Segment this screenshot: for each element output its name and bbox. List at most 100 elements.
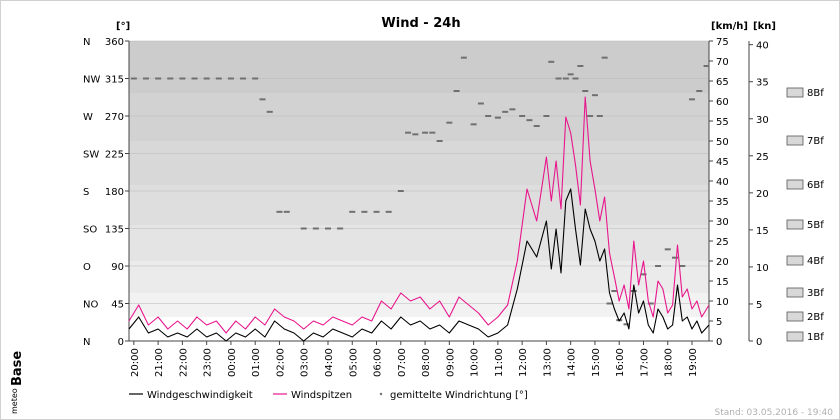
- beaufort-swatch-4Bf: [786, 255, 804, 266]
- kmh-label-13: 65: [716, 77, 729, 88]
- direction-value-8: 360: [105, 37, 124, 48]
- kmh-label-8: 40: [716, 177, 729, 188]
- direction-point-42: [548, 60, 555, 63]
- x-label-1: 21:00: [154, 348, 165, 377]
- direction-point-61: [664, 248, 671, 251]
- kn-label-5: 25: [756, 152, 769, 163]
- direction-point-9: [240, 77, 247, 80]
- kn-label-3: 15: [756, 226, 769, 237]
- right-axis-unit-kmh: [km/h]: [711, 21, 748, 32]
- x-label-3: 23:00: [203, 348, 214, 377]
- direction-point-24: [405, 131, 412, 134]
- kmh-label-4: 20: [716, 257, 729, 268]
- series-line-gust: [128, 96, 710, 334]
- direction-point-23: [397, 190, 404, 192]
- direction-point-27: [429, 131, 436, 134]
- direction-point-8: [227, 77, 234, 80]
- x-label-6: 02:00: [275, 348, 286, 377]
- direction-point-4: [179, 77, 186, 80]
- direction-label-6: W: [83, 112, 93, 123]
- direction-point-37: [509, 108, 516, 111]
- direction-point-49: [587, 115, 594, 117]
- direction-point-19: [349, 210, 356, 213]
- kn-label-6: 30: [756, 115, 769, 126]
- beaufort-legend: 1Bf 2Bf 3Bf 4Bf 5Bf 6Bf 7Bf 8Bf: [786, 87, 824, 343]
- brand-small-text: meteo: [10, 388, 19, 414]
- direction-point-56: [623, 323, 630, 326]
- beaufort-swatch-6Bf: [786, 179, 804, 190]
- direction-point-43: [555, 77, 562, 80]
- direction-point-45: [567, 73, 574, 76]
- direction-point-51: [596, 115, 603, 117]
- direction-point-41: [543, 115, 550, 117]
- direction-label-7: NW: [83, 75, 100, 86]
- direction-label-1: NO: [83, 300, 98, 311]
- direction-point-54: [611, 290, 618, 292]
- x-label-15: 11:00: [494, 348, 505, 377]
- direction-point-17: [324, 227, 331, 230]
- direction-value-4: 180: [105, 187, 124, 198]
- direction-label-0: N: [83, 337, 90, 348]
- direction-label-3: SO: [83, 225, 97, 236]
- direction-value-6: 270: [105, 112, 124, 123]
- direction-point-16: [312, 227, 319, 230]
- direction-point-35: [494, 116, 501, 119]
- x-label-23: 19:00: [688, 348, 699, 377]
- beaufort-label-4Bf: 4Bf: [807, 256, 824, 267]
- direction-point-26: [422, 131, 429, 134]
- legend-direction-swatch: [379, 392, 383, 396]
- direction-point-13: [276, 210, 283, 213]
- direction-point-31: [460, 56, 467, 59]
- speed-series: [128, 96, 710, 342]
- direction-point-66: [703, 65, 710, 67]
- direction-point-60: [655, 265, 662, 267]
- x-axis: 20:00 21:00 22:00 23:00 00:00 01:00 02:00 03:00…: [129, 340, 709, 377]
- x-label-11: 07:00: [397, 348, 408, 377]
- direction-point-58: [640, 273, 647, 276]
- direction-point-11: [259, 98, 266, 101]
- kmh-label-1: 5: [716, 317, 722, 328]
- direction-point-48: [582, 90, 589, 92]
- beaufort-band-7Bf: [129, 93, 709, 141]
- right-axis-unit-kn: [kn]: [753, 21, 776, 32]
- beaufort-band-0Bf: [129, 337, 709, 341]
- direction-point-28: [436, 140, 443, 142]
- kn-label-0: 0: [756, 337, 762, 348]
- direction-point-2: [155, 77, 162, 80]
- direction-point-21: [373, 210, 380, 213]
- x-label-22: 18:00: [664, 348, 675, 377]
- x-label-19: 15:00: [591, 348, 602, 377]
- x-label-8: 04:00: [324, 348, 335, 377]
- direction-point-25: [412, 133, 419, 136]
- direction-label-8: N: [83, 37, 90, 48]
- direction-point-30: [453, 90, 460, 92]
- direction-point-6: [203, 77, 210, 80]
- kn-label-7: 35: [756, 78, 769, 89]
- beaufort-band-4Bf: [129, 225, 709, 261]
- direction-point-22: [385, 210, 392, 213]
- x-label-10: 06:00: [373, 348, 384, 377]
- kmh-label-14: 70: [716, 57, 729, 68]
- kmh-label-0: 0: [716, 337, 722, 348]
- direction-point-62: [672, 256, 679, 259]
- direction-point-15: [300, 227, 307, 230]
- direction-point-34: [485, 115, 492, 117]
- left-axis: N 0 NO 45 O 90 SO 135 S 180 SW 225 W 270 NW 315 N 360: [83, 37, 130, 348]
- x-label-20: 16:00: [615, 348, 626, 377]
- beaufort-band-6Bf: [129, 141, 709, 185]
- beaufort-bands: [129, 41, 709, 341]
- direction-value-5: 225: [105, 150, 124, 161]
- kn-label-1: 5: [756, 300, 762, 311]
- direction-series: [130, 56, 710, 326]
- direction-point-46: [572, 77, 579, 80]
- timestamp: Stand: 03.05.2016 - 19:40: [714, 408, 833, 418]
- direction-value-0: 0: [118, 337, 124, 348]
- beaufort-swatch-2Bf: [786, 311, 804, 322]
- direction-value-7: 315: [105, 75, 124, 86]
- legend-direction-label: gemittelte Windrichtung [°]: [390, 390, 528, 401]
- x-label-2: 22:00: [178, 348, 189, 377]
- direction-point-0: [130, 77, 137, 80]
- legend-speed-label: Windgeschwindigkeit: [147, 390, 253, 401]
